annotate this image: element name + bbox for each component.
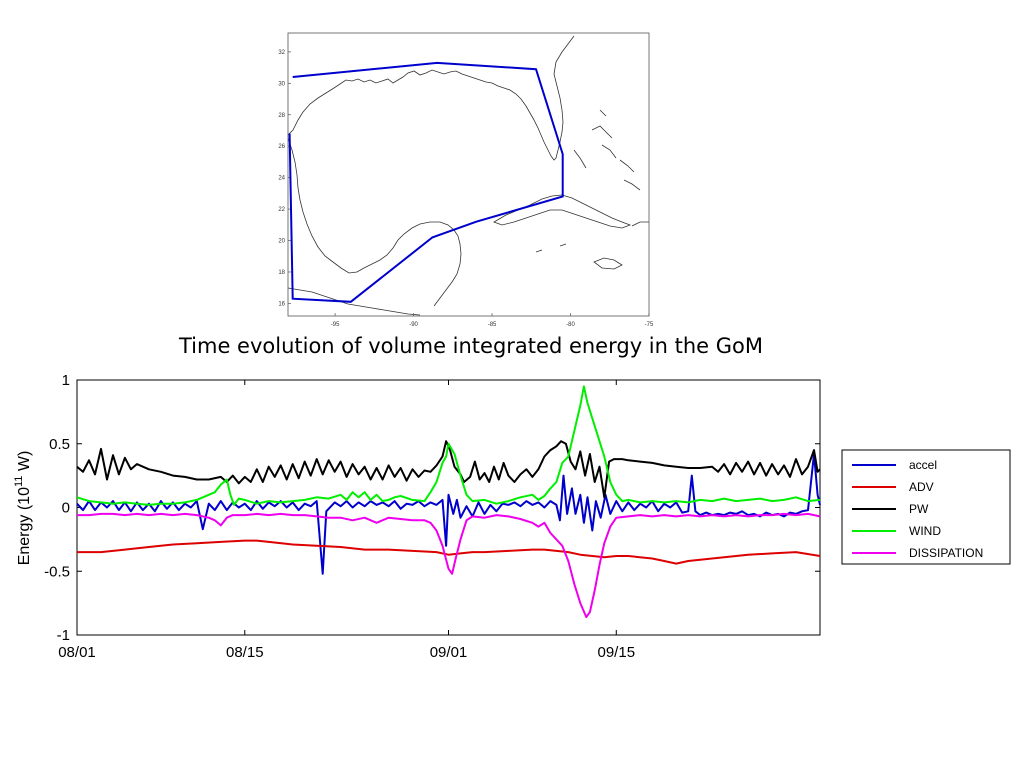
legend-label-wind: WIND [909, 524, 941, 538]
x-axis: 08/01 08/15 09/01 09/15 [58, 380, 635, 661]
legend-label-adv: ADV [909, 480, 934, 494]
map-y-tick-label: 30 [278, 81, 285, 87]
map-x-tick-label: -75 [645, 322, 654, 328]
legend-entries: accel ADV PW WIND DISSIPATION [852, 458, 983, 560]
series-lines [76, 385, 821, 619]
domain-boundary-line [288, 61, 564, 303]
y-tick-label: -1 [57, 627, 70, 644]
legend-box [841, 449, 1011, 565]
map-y-tick-label: 28 [278, 113, 285, 119]
y-tick-label: 0 [62, 500, 70, 517]
x-tick-label: 09/01 [430, 644, 468, 661]
coastline-cayman [535, 243, 567, 253]
coastline-mexico [288, 137, 462, 307]
map-axis-ticks: -95 -90 -85 -80 -75 16 18 20 22 24 26 28 30 32 [278, 50, 654, 328]
map-y-tick-label: 24 [278, 176, 285, 182]
map-y-tick-label: 16 [278, 301, 285, 307]
chart-legend: accel ADV PW WIND DISSIPATION [841, 449, 1011, 565]
coastline-cuba [493, 194, 632, 229]
coastline-central-america [288, 287, 421, 316]
series-line-accel [76, 453, 821, 575]
map-x-tick-label: -95 [331, 322, 340, 328]
x-tick-label: 08/01 [58, 644, 96, 661]
y-axis-label: Energy (1011 W) [13, 451, 33, 566]
y-tick-label: 0.5 [49, 436, 70, 453]
map-y-tick-label: 26 [278, 144, 285, 150]
figure-caption: Time evolution of volume integrated ener… [178, 334, 763, 358]
coastline-jamaica [593, 257, 623, 270]
series-line-wind [76, 385, 821, 506]
y-axis-label-unit: W) [16, 451, 33, 476]
coastline-hispaniola [631, 221, 649, 227]
gulf-of-mexico-map: -95 -90 -85 -80 -75 16 18 20 22 24 26 28 30 32 [278, 32, 654, 328]
energy-chart: -1 -0.5 0 0.5 1 08/01 08/15 09/01 09/15 Energy … [13, 372, 821, 661]
y-axis: -1 -0.5 0 0.5 1 [44, 372, 820, 644]
y-tick-label: 1 [62, 372, 70, 389]
map-y-tick-label: 18 [278, 270, 285, 276]
y-axis-label-base: Energy (10 [16, 487, 33, 565]
legend-label-pw: PW [909, 502, 929, 516]
y-axis-label-exponent: 11 [13, 476, 25, 487]
series-line-dissipation [77, 512, 821, 619]
map-frame [287, 32, 650, 317]
series-line-adv [77, 539, 821, 565]
y-tick-label: -0.5 [44, 563, 70, 580]
map-x-tick-label: -80 [566, 322, 575, 328]
x-tick-label: 09/15 [598, 644, 636, 661]
legend-label-accel: accel [909, 458, 937, 472]
x-tick-label: 08/15 [226, 644, 264, 661]
map-x-tick-label: -90 [409, 322, 418, 328]
map-y-tick-label: 20 [278, 239, 285, 245]
map-x-tick-label: -85 [488, 322, 497, 328]
legend-label-dissipation: DISSIPATION [909, 546, 983, 560]
coastline-bahamas [573, 109, 641, 191]
map-y-tick-label: 32 [278, 50, 285, 56]
map-y-tick-label: 22 [278, 207, 285, 213]
